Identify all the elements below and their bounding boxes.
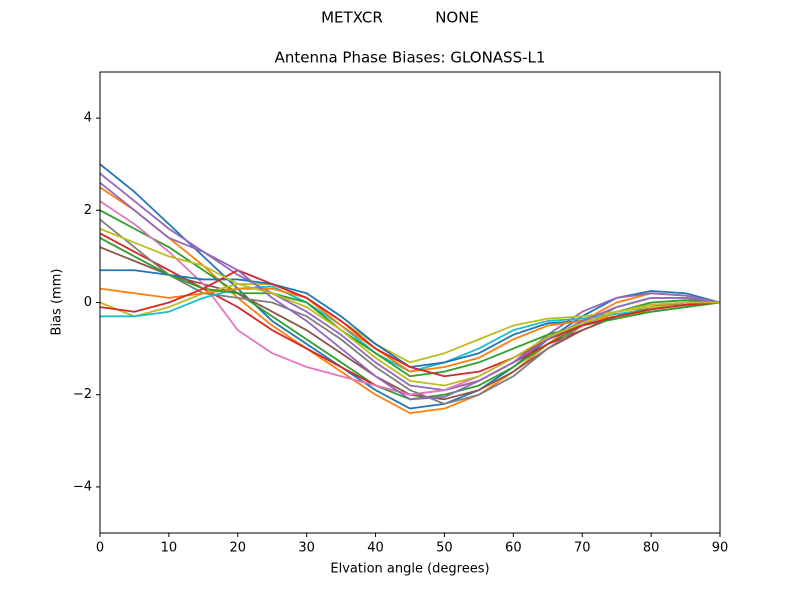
series-line <box>99 227 720 387</box>
x-tick-label: 70 <box>574 541 591 556</box>
x-axis-label: Elvation angle (degrees) <box>330 562 489 577</box>
x-tick-label: 80 <box>643 541 660 556</box>
x-tick-label: 60 <box>505 541 522 556</box>
series-line <box>99 269 721 378</box>
y-tick-label: 4 <box>84 111 92 126</box>
chart-title: Antenna Phase Biases: GLONASS-L1 <box>275 49 546 67</box>
y-tick-label: 0 <box>84 295 92 310</box>
y-tick-label: 2 <box>84 203 92 218</box>
x-tick-label: 0 <box>96 541 104 556</box>
suptitle: METXCR NONE <box>321 9 479 27</box>
x-tick-label: 10 <box>161 541 178 556</box>
y-tick-label: −2 <box>73 387 92 402</box>
y-axis-label: Bias (mm) <box>50 269 65 336</box>
series-line <box>99 181 721 401</box>
x-tick-label: 30 <box>298 541 315 556</box>
plot-area <box>99 163 721 415</box>
x-tick-label: 20 <box>230 541 247 556</box>
x-tick-label: 90 <box>712 541 729 556</box>
x-tick-label: 40 <box>367 541 384 556</box>
x-tick-label: 50 <box>436 541 453 556</box>
y-tick-label: −4 <box>73 479 92 494</box>
